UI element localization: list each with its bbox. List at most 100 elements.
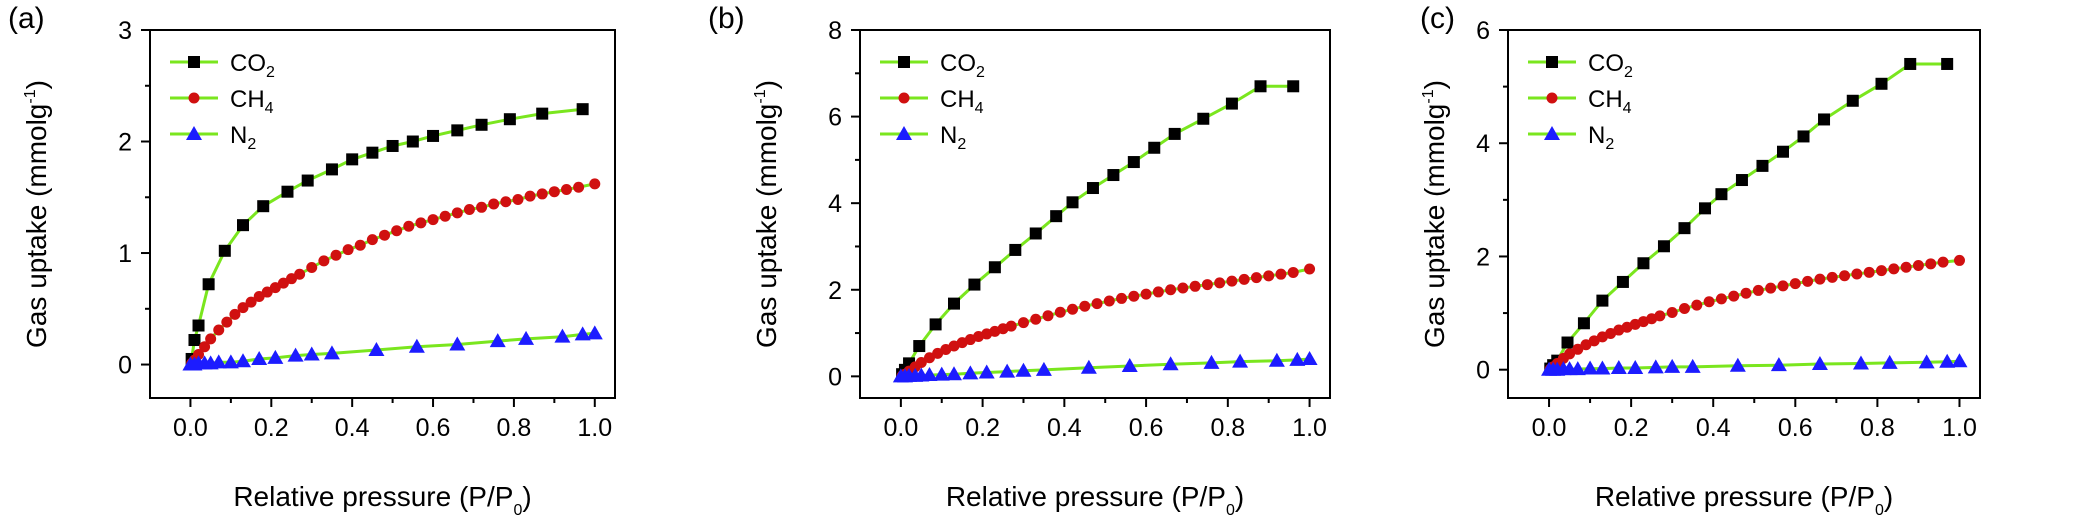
data-point-n2 <box>489 333 506 348</box>
y-tick-label: 2 <box>828 277 842 305</box>
x-axis-title-main: Relative pressure (P/P <box>946 481 1226 512</box>
data-point-co2 <box>406 135 419 148</box>
data-point-n2 <box>1035 361 1052 376</box>
data-point-ch4 <box>1777 280 1789 292</box>
data-point-ch4 <box>1580 339 1592 351</box>
data-point-ch4 <box>1287 266 1299 278</box>
data-point-n2 <box>235 353 251 368</box>
legend-label-main: CH <box>230 86 265 113</box>
data-point-ch4 <box>1826 271 1838 283</box>
series-line-n2 <box>900 357 1310 378</box>
y-tick-label: 0 <box>1476 357 1490 385</box>
data-point-n2 <box>1729 357 1746 372</box>
data-point-n2 <box>1627 359 1644 374</box>
data-point-co2 <box>1287 80 1300 93</box>
data-point-n2 <box>1594 360 1611 375</box>
data-point-ch4 <box>193 349 205 361</box>
data-point-co2 <box>1225 97 1238 110</box>
data-point-ch4 <box>1238 273 1250 285</box>
data-point-ch4 <box>269 282 281 294</box>
data-point-ch4 <box>1030 313 1042 325</box>
legend-marker-ch4 <box>188 92 200 104</box>
y-axis-title-close: ) <box>751 80 782 89</box>
data-point-co2 <box>1776 145 1789 158</box>
data-point-ch4 <box>1572 343 1584 355</box>
data-point-ch4 <box>1765 282 1777 294</box>
data-point-co2 <box>1904 57 1917 70</box>
data-point-co2 <box>1637 257 1650 270</box>
data-point-ch4 <box>205 333 217 345</box>
data-point-ch4 <box>245 296 257 308</box>
legend-marker-ch4 <box>898 92 910 104</box>
data-point-co2 <box>576 103 589 116</box>
data-point-ch4 <box>415 217 427 229</box>
data-point-ch4 <box>1588 335 1600 347</box>
data-point-ch4 <box>330 249 342 261</box>
data-point-n2 <box>323 345 340 360</box>
data-point-ch4 <box>1304 263 1316 275</box>
x-axis-title-main: Relative pressure (P/P <box>233 481 513 512</box>
data-point-co2 <box>1846 94 1859 107</box>
data-point-n2 <box>1268 352 1285 367</box>
legend-label-ch4: CH4 <box>230 86 274 117</box>
data-point-ch4 <box>1017 317 1029 329</box>
x-tick-label: 0.8 <box>1860 414 1895 442</box>
data-point-co2 <box>1086 182 1099 195</box>
data-point-ch4 <box>379 229 391 241</box>
x-tick-label: 0.6 <box>416 414 451 442</box>
data-point-n2 <box>408 338 425 353</box>
data-point-n2 <box>1610 359 1627 374</box>
legend-label-main: CH <box>940 86 975 113</box>
data-point-ch4 <box>451 207 463 219</box>
x-axis-title-close: ) <box>522 481 531 512</box>
series-ch4 <box>1544 254 1965 375</box>
legend-label-sub: 2 <box>266 64 275 81</box>
data-point-co2 <box>1009 243 1022 256</box>
series-line-ch4 <box>901 267 1310 378</box>
data-point-ch4 <box>1005 320 1017 332</box>
plot-frame <box>149 29 616 399</box>
data-point-ch4 <box>1103 295 1115 307</box>
panel-label: (a) <box>8 2 45 35</box>
legend-marker-ch4 <box>1546 92 1558 104</box>
data-point-ch4 <box>1116 292 1128 304</box>
chart-panel-3: (c) 0.0 0.2 0.4 0.6 0.8 1.0 0 2 4 6 Relative pressu… <box>1419 2 1981 519</box>
data-point-ch4 <box>1740 287 1752 299</box>
data-point-n2 <box>251 350 268 365</box>
data-point-n2 <box>1770 357 1787 372</box>
legend-label-main: N <box>940 122 957 149</box>
plot-frame <box>859 29 1331 399</box>
x-axis-title-sub: 0 <box>1226 502 1235 519</box>
x-axis-title-main: Relative pressure (P/P <box>1595 481 1875 512</box>
series-n2 <box>1541 353 1968 376</box>
data-point-n2 <box>518 330 535 345</box>
data-point-ch4 <box>1912 260 1924 272</box>
y-tick-label: 0 <box>118 352 132 380</box>
data-point-co2 <box>1197 112 1210 125</box>
y-tick-label: 4 <box>1476 130 1490 158</box>
data-point-co2 <box>1735 174 1748 187</box>
data-point-co2 <box>536 107 549 120</box>
y-axis-title-main: Gas uptake (mmolg <box>21 104 52 348</box>
data-point-ch4 <box>1752 284 1764 296</box>
data-point-ch4 <box>1900 261 1912 273</box>
data-point-ch4 <box>306 262 318 274</box>
data-point-ch4 <box>1042 310 1054 322</box>
data-point-ch4 <box>1165 284 1177 296</box>
data-point-n2 <box>1664 358 1681 373</box>
series-line-ch4 <box>190 182 596 365</box>
x-tick-label: 1.0 <box>1942 414 1977 442</box>
data-point-ch4 <box>1152 286 1164 298</box>
y-tick-label: 2 <box>1476 243 1490 271</box>
data-point-co2 <box>1797 130 1810 143</box>
data-point-ch4 <box>488 198 500 210</box>
data-point-ch4 <box>1715 293 1727 305</box>
data-point-ch4 <box>1953 254 1965 266</box>
data-point-ch4 <box>560 183 572 195</box>
y-tick-label: 4 <box>828 190 842 218</box>
data-point-n2 <box>1939 353 1956 368</box>
x-tick-label: 1.0 <box>577 414 612 442</box>
data-point-ch4 <box>277 277 289 289</box>
